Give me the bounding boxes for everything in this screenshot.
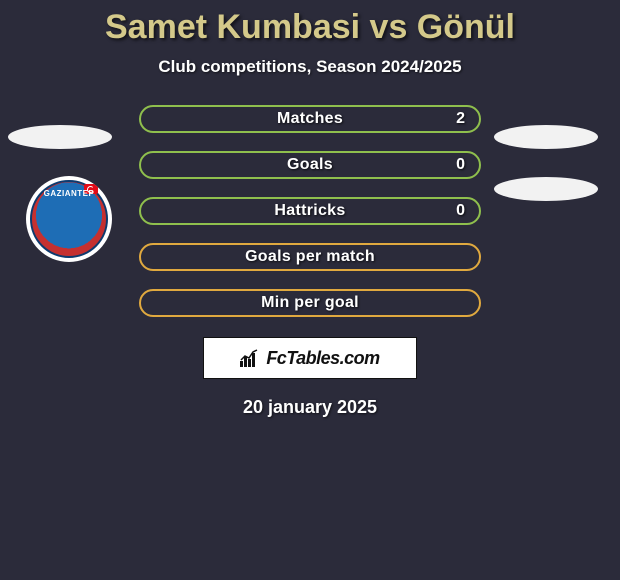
stat-label: Min per goal	[261, 294, 359, 312]
stat-row-min-per-goal: Min per goal	[139, 289, 481, 317]
date-label: 20 january 2025	[0, 397, 620, 418]
stat-value: 0	[456, 156, 465, 174]
brand-label: FcTables.com	[266, 348, 379, 369]
club-crest: GAZIANTEP	[26, 176, 112, 262]
right-player-badge-placeholder-1	[494, 125, 598, 149]
right-player-badge-placeholder-2	[494, 177, 598, 201]
stat-label: Hattricks	[274, 202, 345, 220]
crest-label: GAZIANTEP	[44, 190, 95, 199]
subtitle: Club competitions, Season 2024/2025	[0, 57, 620, 77]
stat-row-matches: Matches 2	[139, 105, 481, 133]
page-title: Samet Kumbasi vs Gönül	[0, 0, 620, 47]
stat-value: 2	[456, 110, 465, 128]
brand-box: FcTables.com	[203, 337, 417, 379]
stat-label: Goals	[287, 156, 333, 174]
left-player-badge-placeholder	[8, 125, 112, 149]
stat-value: 0	[456, 202, 465, 220]
stat-label: Goals per match	[245, 248, 375, 266]
stat-row-hattricks: Hattricks 0	[139, 197, 481, 225]
stat-row-goals-per-match: Goals per match	[139, 243, 481, 271]
bar-chart-icon	[240, 349, 260, 367]
stat-label: Matches	[277, 110, 343, 128]
stat-row-goals: Goals 0	[139, 151, 481, 179]
